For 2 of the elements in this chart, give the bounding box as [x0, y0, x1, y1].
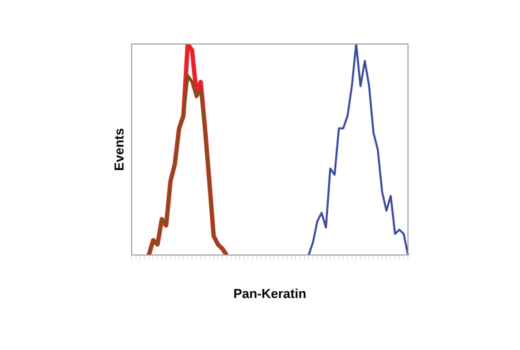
y-axis-title: Events	[111, 128, 126, 171]
x-axis-title: Pan-Keratin	[233, 286, 306, 301]
